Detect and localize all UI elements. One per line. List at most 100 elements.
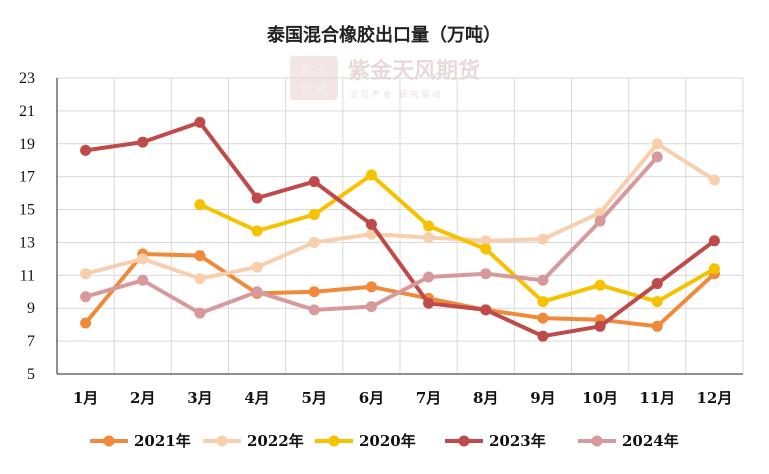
x-tick-label: 9月 <box>530 389 555 407</box>
watermark-logo-text-top: 紫天 <box>300 62 329 79</box>
data-point <box>194 307 206 319</box>
watermark-logo-text-bottom: 金風 <box>299 81 328 98</box>
data-point <box>365 301 377 313</box>
watermark: 紫天 金風 紫金天风期货 立足产业 研究驱动 <box>290 56 480 100</box>
x-tick-label: 4月 <box>244 389 269 407</box>
data-point <box>537 312 549 324</box>
series-2024年 <box>80 151 663 319</box>
data-point <box>137 274 149 286</box>
data-point <box>365 169 377 181</box>
data-point <box>651 278 663 290</box>
series-2023年 <box>80 116 720 342</box>
data-point <box>423 271 435 283</box>
y-tick-label: 7 <box>27 333 35 350</box>
y-tick-labels: 5 7 9 11 13 15 17 19 21 23 <box>19 70 35 383</box>
legend-swatch-marker <box>216 435 228 447</box>
data-point <box>423 232 435 244</box>
data-point <box>308 236 320 248</box>
data-point <box>308 208 320 220</box>
data-point <box>194 116 206 128</box>
data-point <box>308 304 320 316</box>
x-tick-label: 8月 <box>473 389 498 407</box>
data-point <box>365 281 377 293</box>
y-tick-label: 11 <box>20 267 35 284</box>
y-tick-label: 19 <box>19 136 35 153</box>
x-tick-labels: 1月 2月 3月 4月 5月 6月 7月 8月 9月 10月 11月 12月 <box>73 389 732 407</box>
data-point <box>80 317 92 329</box>
data-point <box>194 273 206 285</box>
axes <box>56 78 743 375</box>
y-tick-label: 17 <box>19 169 35 186</box>
data-point <box>537 296 549 308</box>
data-point <box>708 235 720 247</box>
legend: 2021年 2022年 2020年 2023年 2024年 <box>90 432 679 450</box>
data-point <box>594 215 606 227</box>
data-point <box>480 268 492 280</box>
data-point <box>651 320 663 332</box>
data-point <box>194 199 206 211</box>
data-point <box>651 138 663 150</box>
data-point <box>194 250 206 262</box>
legend-swatch-marker <box>591 435 603 447</box>
data-point <box>137 136 149 148</box>
series-line <box>197 173 717 304</box>
series-line <box>83 120 717 339</box>
legend-label: 2023年 <box>489 432 546 450</box>
data-point <box>651 296 663 308</box>
data-point <box>480 304 492 316</box>
legend-item: 2020年 <box>315 432 416 450</box>
data-point <box>365 218 377 230</box>
x-tick-label: 7月 <box>416 389 441 407</box>
x-tick-label: 11月 <box>639 389 675 407</box>
series-2022年 <box>80 138 720 285</box>
x-tick-label: 12月 <box>696 389 732 407</box>
legend-label: 2024年 <box>622 432 679 450</box>
series-layer <box>80 116 720 342</box>
data-point <box>708 263 720 275</box>
x-tick-label: 3月 <box>187 389 212 407</box>
data-point <box>137 253 149 265</box>
legend-swatch-marker <box>328 435 340 447</box>
y-tick-label: 13 <box>19 234 35 251</box>
watermark-name: 紫金天风期货 <box>348 58 480 84</box>
data-point <box>80 291 92 303</box>
x-tick-label: 1月 <box>73 389 98 407</box>
data-point <box>594 279 606 291</box>
data-point <box>251 225 263 237</box>
legend-item: 2021年 <box>90 432 191 450</box>
chart-title: 泰国混合橡胶出口量（万吨） <box>266 24 501 46</box>
legend-item: 2023年 <box>445 432 546 450</box>
data-point <box>251 286 263 298</box>
y-tick-label: 21 <box>19 103 35 120</box>
legend-swatch-marker <box>458 435 470 447</box>
data-point <box>480 235 492 247</box>
legend-item: 2024年 <box>578 432 679 450</box>
data-point <box>537 330 549 342</box>
data-point <box>651 151 663 163</box>
data-point <box>308 286 320 298</box>
x-tick-label: 5月 <box>302 389 327 407</box>
y-tick-label: 15 <box>19 202 35 219</box>
y-tick-label: 9 <box>27 300 35 317</box>
series-2020年 <box>194 169 720 308</box>
data-point <box>594 320 606 332</box>
legend-swatch-marker <box>103 435 115 447</box>
series-line <box>83 141 717 281</box>
data-point <box>423 220 435 232</box>
data-point <box>251 192 263 204</box>
data-point <box>708 174 720 186</box>
grid <box>56 77 744 375</box>
x-tick-label: 10月 <box>582 389 618 407</box>
data-point <box>537 233 549 245</box>
data-point <box>308 176 320 188</box>
legend-label: 2020年 <box>359 432 416 450</box>
data-point <box>480 243 492 255</box>
legend-item: 2022年 <box>203 432 304 450</box>
x-tick-label: 2月 <box>130 389 155 407</box>
data-point <box>423 297 435 309</box>
data-point <box>537 274 549 286</box>
y-tick-label: 5 <box>27 366 35 383</box>
data-point <box>80 268 92 280</box>
legend-label: 2021年 <box>134 432 191 450</box>
